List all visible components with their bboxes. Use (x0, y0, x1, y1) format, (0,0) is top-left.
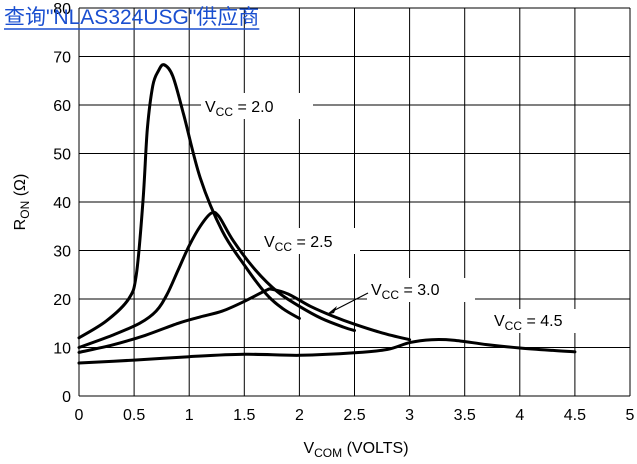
series-label-arrowhead (326, 306, 337, 315)
x-tick-label: 5 (626, 407, 635, 424)
series-label-0: VCC = 2.0 (205, 99, 274, 119)
series-label-pointer (330, 292, 369, 313)
x-tick-label: 3 (405, 407, 414, 424)
y-tick-label: 20 (53, 292, 71, 309)
series-label-2: VCC = 3.0 (371, 282, 440, 302)
series-curve-0 (77, 63, 301, 340)
y-tick-label: 0 (62, 389, 71, 406)
x-tick-label: 4.5 (564, 407, 586, 424)
y-tick-label: 70 (53, 50, 71, 67)
y-tick-label: 30 (53, 244, 71, 261)
y-axis-title: RON (Ω) (12, 174, 32, 231)
series-annotations: VCC = 2.0 VCC = 2.5 VCC = 3.0 VCC = 4.5 (201, 93, 590, 333)
axis-titles: VCOM (VOLTS) RON (Ω) (12, 174, 409, 460)
x-tick-label: 3.5 (454, 407, 476, 424)
series-label-bg-1 (260, 228, 360, 254)
series-curves (77, 63, 577, 365)
x-tick-label: 0 (75, 407, 84, 424)
y-tick-label: 60 (53, 98, 71, 115)
grid (78, 7, 631, 397)
series-label-bg-0 (201, 93, 313, 119)
supplier-link[interactable]: 查询"NLAS324USG"供应商 (4, 6, 259, 29)
y-tick-label: 10 (53, 341, 71, 358)
y-tick-label: 50 (53, 147, 71, 164)
x-tick-label: 0.5 (123, 407, 145, 424)
series-curve-2 (77, 287, 412, 354)
header: 查询"NLAS324USG"供应商 (4, 6, 260, 30)
series-label-bg-3 (490, 309, 590, 333)
series-label-3: VCC = 4.5 (494, 313, 563, 333)
x-tick-label: 1.5 (233, 407, 255, 424)
series-curve-3 (77, 337, 577, 365)
x-tick-label: 2.5 (343, 407, 365, 424)
y-tick-label: 40 (53, 195, 71, 212)
series-label-bg-2 (367, 278, 475, 302)
y-tick-label: 80 (53, 1, 71, 18)
series-label-1: VCC = 2.5 (264, 234, 333, 254)
x-axis-title: VCOM (VOLTS) (303, 440, 408, 460)
x-tick-label: 4 (515, 407, 524, 424)
x-tick-label: 1 (185, 407, 194, 424)
series-curve-1 (77, 210, 356, 349)
x-tick-label: 2 (295, 407, 304, 424)
